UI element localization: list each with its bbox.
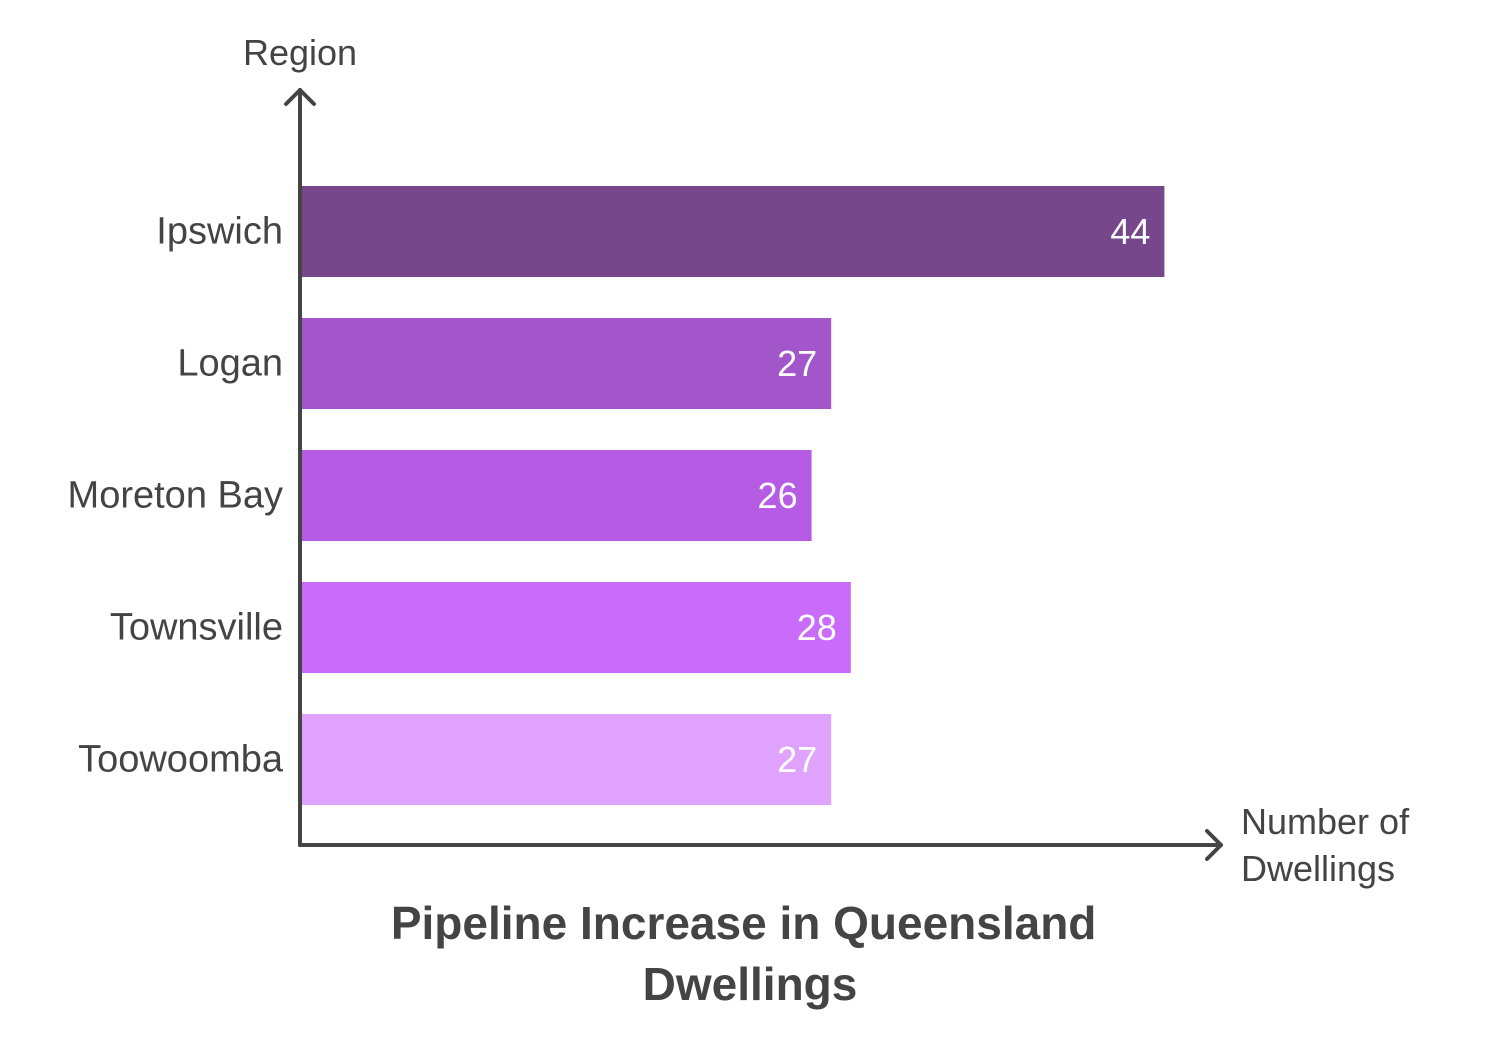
x-axis-arrow-icon: [1205, 829, 1223, 861]
chart-title-line-1: Pipeline Increase in Queensland: [391, 897, 1097, 949]
x-axis-label: Number of Dwellings: [1241, 801, 1419, 889]
tick-label-toowoomba: Toowoomba: [78, 739, 284, 781]
data-label-townsville: 28: [797, 607, 837, 648]
data-label-toowoomba: 27: [777, 739, 817, 780]
x-axis: [298, 829, 1223, 861]
y-axis: [284, 88, 316, 847]
tick-label-ipswich: Ipswich: [156, 211, 283, 253]
tick-label-moreton-bay: Moreton Bay: [68, 475, 283, 517]
chart-title: Pipeline Increase in Queensland Dwelling…: [391, 897, 1109, 1010]
tick-label-logan: Logan: [177, 343, 283, 385]
x-axis-label-line-1: Number of: [1241, 801, 1410, 842]
bar-toowoomba: [302, 714, 832, 805]
bar-ipswich: [302, 186, 1165, 277]
y-axis-arrow-icon: [284, 88, 316, 106]
bar-moreton-bay: [302, 450, 812, 541]
bar-logan: [302, 318, 832, 409]
x-axis-label-line-2: Dwellings: [1241, 848, 1395, 889]
data-label-logan: 27: [777, 343, 817, 384]
bar-townsville: [302, 582, 851, 673]
chart-title-line-2: Dwellings: [643, 958, 858, 1010]
data-label-ipswich: 44: [1110, 211, 1150, 252]
bars: Ipswich 44 Logan 27 Moreton Bay 26 Townsville 2…: [68, 186, 1165, 805]
tick-label-townsville: Townsville: [110, 607, 283, 649]
data-label-moreton-bay: 26: [758, 475, 798, 516]
y-axis-label: Region: [243, 32, 357, 73]
